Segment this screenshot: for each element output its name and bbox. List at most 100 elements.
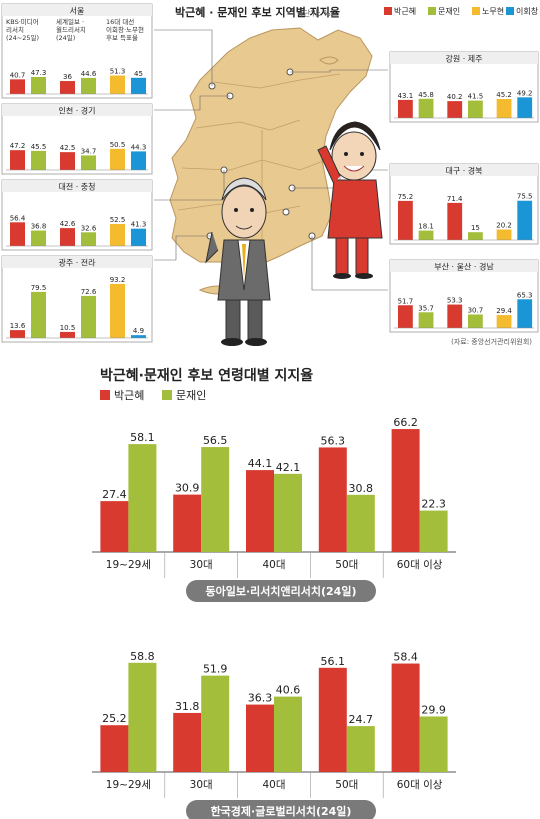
panel-bar [110,148,125,170]
panel-bar [10,222,25,246]
panel-bar-value: 47.3 [31,69,47,77]
age-category-label: 30대 [190,559,213,571]
panel-bar [398,200,413,240]
panel-title: 부산 · 울산 · 경남 [434,262,494,272]
panel-column-label-line: 리서치 [6,25,24,34]
panel-bar [496,99,512,118]
age-bar [128,662,157,772]
age-bar-value: 58.4 [393,651,418,664]
age-bar [346,494,375,552]
age-caption: 동아일보·리서치앤리서치(24일) [206,584,357,598]
age-category-label: 40대 [262,559,285,571]
panel-header [390,164,538,176]
age-bar-value: 56.1 [321,655,346,668]
age-bar-value: 36.3 [248,692,273,705]
map-legend: 박근혜 문재인 노무현 이회창 [384,6,539,16]
age-category-label: 60대 이상 [397,779,443,791]
age-chart-hankyung: 25.2 58.8 19~29세 31.8 51.9 30대 36.340.6 40대 56.1… [92,650,456,819]
age-bar [391,429,420,552]
panel-bar [517,299,533,328]
legend-swatch [506,7,514,15]
age-category-label: 30대 [190,779,213,791]
panel-bar-value: 53.3 [447,297,463,305]
age-bar [391,663,420,772]
panel-bar [418,230,434,240]
age-bar-value: 58.8 [130,650,155,663]
panel-bar-value: 72.6 [81,288,97,296]
panel-bar-value: 45 [134,70,143,78]
panel-bar [81,77,96,94]
age-bar-value: 40.6 [276,684,301,697]
panel-bar [468,100,483,118]
age-legend-park-label: 박근혜 [114,389,144,402]
map-title: 박근혜 · 문재인 후보 지역별 지지율 [175,5,340,19]
panel-bar-value: 32.6 [81,224,97,232]
panel-bar [398,99,413,118]
age-bar-value: 24.7 [349,713,374,726]
panel-bar-value: 45.8 [418,91,434,99]
age-bar-value: 30.9 [175,482,200,495]
age-bar [346,726,375,772]
panel-bar [418,98,434,118]
panel-bar [131,151,146,170]
panel-column-label-line: 세계일보 · [56,17,84,26]
panel-bar [447,101,463,118]
region-panels: 서울 KBS·미디어 리서치 (24~25일) 세계일보 · 월드리서치 (24일) 16대 … [1,3,539,343]
panel-bar [468,314,483,328]
legend-label: 노무현 [482,7,504,16]
panel-frame [1,255,153,343]
age-bar-value: 58.1 [130,431,155,444]
panel-bar [60,331,75,338]
legend-label: 이회창 [516,6,539,16]
panel-bar-value: 43.1 [398,92,414,100]
age-bar-value: 51.9 [203,663,228,676]
panel-bar [31,291,46,338]
age-bar [246,704,274,772]
panel-bar-value: 40.7 [10,71,26,79]
panel-bar-value: 93.2 [110,276,126,284]
panel-bar-value: 10.5 [60,324,76,332]
panel-frame [1,3,153,99]
panel-bar [60,152,75,170]
panel-bar-value: 29.4 [496,307,512,315]
panel-bar-value: 44.6 [81,70,97,78]
panel-column-label-line: (24일) [56,33,75,42]
panel-bar [468,232,483,240]
age-bar [100,501,129,552]
age-bar [419,716,448,772]
panel-column-label: KBS·미디어 리서치 (24~25일) [6,17,39,42]
panel-title: 광주 · 전라 [58,258,96,268]
age-caption: 한국경제·글로벌리서치(24일) [211,804,352,818]
age-bar-value: 29.9 [421,703,446,716]
panel-bar [110,283,125,338]
panel-header [2,4,152,16]
legend-label: 문재인 [438,6,460,16]
panel-bar-value: 56.4 [10,214,26,222]
map-source: (자료: 중앙선거관리위원회) [451,337,532,346]
age-bar [274,473,302,552]
age-bar [318,667,347,772]
candidate-park-caricature [317,121,383,279]
age-bar [246,470,274,552]
panel-bar [447,304,463,328]
panel-bar-value: 49.2 [517,89,533,97]
panel-bar-value: 40.2 [447,93,463,101]
panel-title: 대구 · 경북 [445,166,482,176]
panel-bar [110,75,125,94]
region-panel: 광주 · 전라 13.6 79.5 10.5 72.6 93.2 4.9 [1,255,153,343]
panel-bar-value: 75.2 [398,193,414,201]
panel-bar-value: 34.7 [81,147,97,155]
age-bar [100,725,129,772]
panel-bar [110,223,125,246]
age-category-label: 60대 이상 [397,559,443,571]
panel-column-label: 세계일보 · 월드리서치 (24일) [56,17,86,42]
panel-bar [81,295,96,338]
panel-column-label-line: 월드리서치 [56,25,86,34]
panel-bar [418,312,434,328]
legend-swatch [428,7,436,15]
panel-bar-value: 15 [471,224,480,232]
age-bar [201,447,230,552]
panel-bar-value: 13.6 [10,322,26,330]
panel-bar [517,200,533,240]
panel-bar-value: 44.3 [131,143,147,151]
